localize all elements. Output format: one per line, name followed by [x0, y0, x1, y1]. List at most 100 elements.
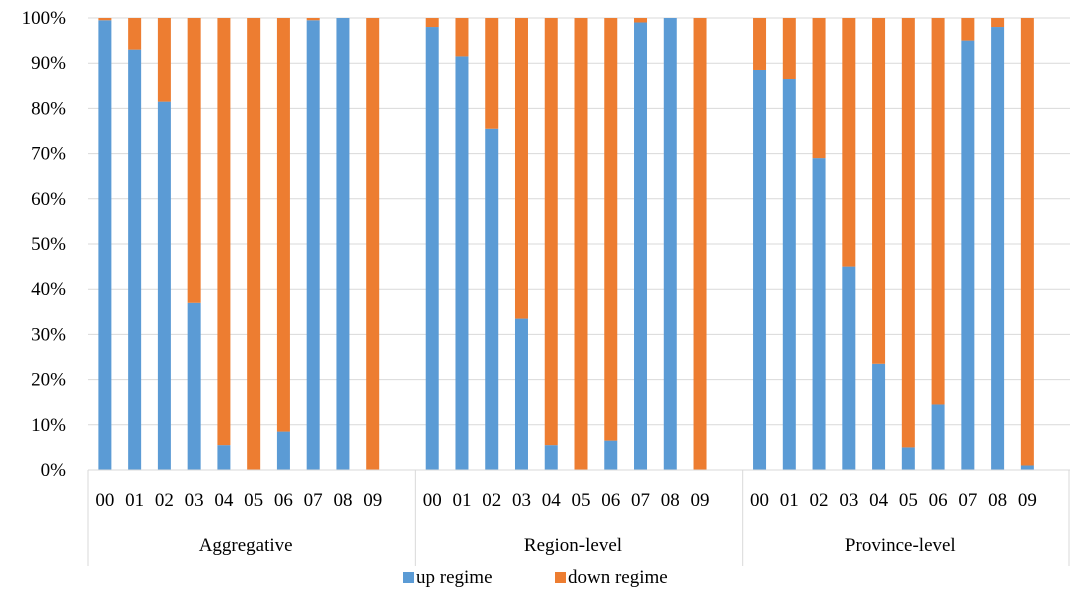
bar-segment-down-regime [574, 18, 588, 470]
group-label: Province-level [845, 535, 956, 556]
x-tick-label: 09 [691, 490, 710, 511]
legend: up regime down regime [403, 567, 668, 588]
bar-segment-up-regime [1020, 465, 1034, 470]
bar-segment-up-regime [425, 27, 439, 470]
bar-segment-up-regime [782, 79, 796, 471]
x-tick-label: 02 [810, 490, 829, 511]
bar-segment-up-regime [336, 18, 350, 470]
bar-segment-down-regime [276, 18, 290, 432]
bar-segment-up-regime [306, 20, 320, 470]
x-tick-label: 05 [244, 490, 263, 511]
bar-segment-up-regime [187, 302, 201, 470]
x-tick-label: 01 [125, 490, 144, 511]
bar-segment-down-regime [217, 18, 231, 446]
bar-segment-up-regime [991, 27, 1005, 470]
bar-segment-up-regime [128, 49, 142, 470]
y-tick-label: 80% [31, 98, 66, 119]
bar-segment-up-regime [901, 447, 915, 470]
bar-segment-up-regime [217, 445, 231, 470]
x-tick-label: 04 [542, 490, 562, 511]
bar-segment-down-regime [98, 18, 112, 21]
bar-segment-down-regime [157, 18, 171, 102]
x-tick-label: 08 [333, 490, 352, 511]
y-tick-label: 40% [31, 279, 66, 300]
y-tick-label: 30% [31, 324, 66, 345]
bar-segment-up-regime [812, 158, 826, 470]
bar-segment-down-regime [128, 18, 142, 50]
bar-segment-up-regime [961, 40, 975, 470]
x-tick-label: 03 [512, 490, 531, 511]
bar-segment-down-regime [544, 18, 558, 446]
bar-segment-up-regime [514, 318, 528, 470]
bar-segment-down-regime [455, 18, 469, 57]
x-tick-label: 09 [363, 490, 382, 511]
bar-segment-up-regime [157, 101, 171, 471]
bar-segment-down-regime [991, 18, 1005, 28]
bar-segment-up-regime [604, 440, 618, 470]
bar-segment-down-regime [514, 18, 528, 319]
x-tick-label: 00 [423, 490, 442, 511]
x-tick-label: 06 [274, 490, 293, 511]
group-label: Aggregative [199, 535, 293, 556]
y-tick-label: 90% [31, 53, 66, 74]
y-tick-label: 100% [22, 8, 67, 29]
legend-label: up regime [416, 567, 493, 588]
x-tick-label: 03 [839, 490, 858, 511]
group-label: Region-level [524, 535, 622, 556]
y-tick-label: 10% [31, 415, 66, 436]
y-tick-label: 60% [31, 189, 66, 210]
bar-segment-up-regime [544, 445, 558, 470]
bar-segment-up-regime [485, 128, 499, 471]
x-tick-label: 04 [214, 490, 234, 511]
x-tick-label: 00 [750, 490, 769, 511]
bar-segment-up-regime [931, 404, 945, 470]
x-tick-label: 07 [304, 490, 323, 511]
bar-segment-down-regime [931, 18, 945, 405]
y-tick-label: 20% [31, 370, 66, 391]
bar-segment-up-regime [663, 18, 677, 470]
x-tick-label: 07 [958, 490, 977, 511]
x-tick-label: 01 [452, 490, 471, 511]
bars [98, 18, 1034, 471]
x-tick-label: 02 [482, 490, 501, 511]
y-tick-label: 50% [31, 234, 66, 255]
bar-segment-down-regime [485, 18, 499, 129]
y-tick-label: 70% [31, 144, 66, 165]
bar-segment-down-regime [812, 18, 826, 159]
bar-segment-up-regime [872, 363, 886, 470]
bar-segment-down-regime [604, 18, 618, 441]
x-tick-label: 08 [988, 490, 1007, 511]
bar-segment-down-regime [842, 18, 856, 267]
bar-segment-down-regime [247, 18, 261, 470]
bar-segment-down-regime [366, 18, 380, 470]
x-tick-label: 00 [95, 490, 114, 511]
x-tick-label: 06 [601, 490, 620, 511]
bar-segment-down-regime [187, 18, 201, 303]
y-tick-label: 0% [41, 460, 67, 481]
y-axis: 0% 10% 20% 30% 40% 50% 60% 70% 80% 90% 100% [22, 8, 67, 481]
x-tick-label: 09 [1018, 490, 1037, 511]
bar-segment-down-regime [782, 18, 796, 80]
x-tick-label: 02 [155, 490, 174, 511]
x-axis: 00 01 02 03 04 05 06 07 08 09 Aggregative 00 01 02 03 0… [87, 469, 1070, 566]
x-tick-label: 06 [929, 490, 948, 511]
bar-segment-down-regime [901, 18, 915, 448]
bar-segment-down-regime [425, 18, 439, 28]
x-tick-label: 03 [185, 490, 204, 511]
bar-segment-up-regime [634, 22, 648, 471]
legend-swatch [555, 572, 566, 583]
x-tick-label: 05 [572, 490, 591, 511]
bar-segment-up-regime [276, 431, 290, 470]
bar-segment-down-regime [1020, 18, 1034, 466]
bar-segment-down-regime [961, 18, 975, 41]
bar-segment-up-regime [842, 266, 856, 470]
bar-segment-up-regime [98, 20, 112, 470]
bar-segment-up-regime [753, 69, 767, 470]
x-tick-label: 08 [661, 490, 680, 511]
x-tick-label: 07 [631, 490, 650, 511]
bar-segment-down-regime [634, 18, 648, 23]
bar-segment-down-regime [872, 18, 886, 364]
legend-swatch [403, 572, 414, 583]
bar-segment-down-regime [753, 18, 767, 70]
